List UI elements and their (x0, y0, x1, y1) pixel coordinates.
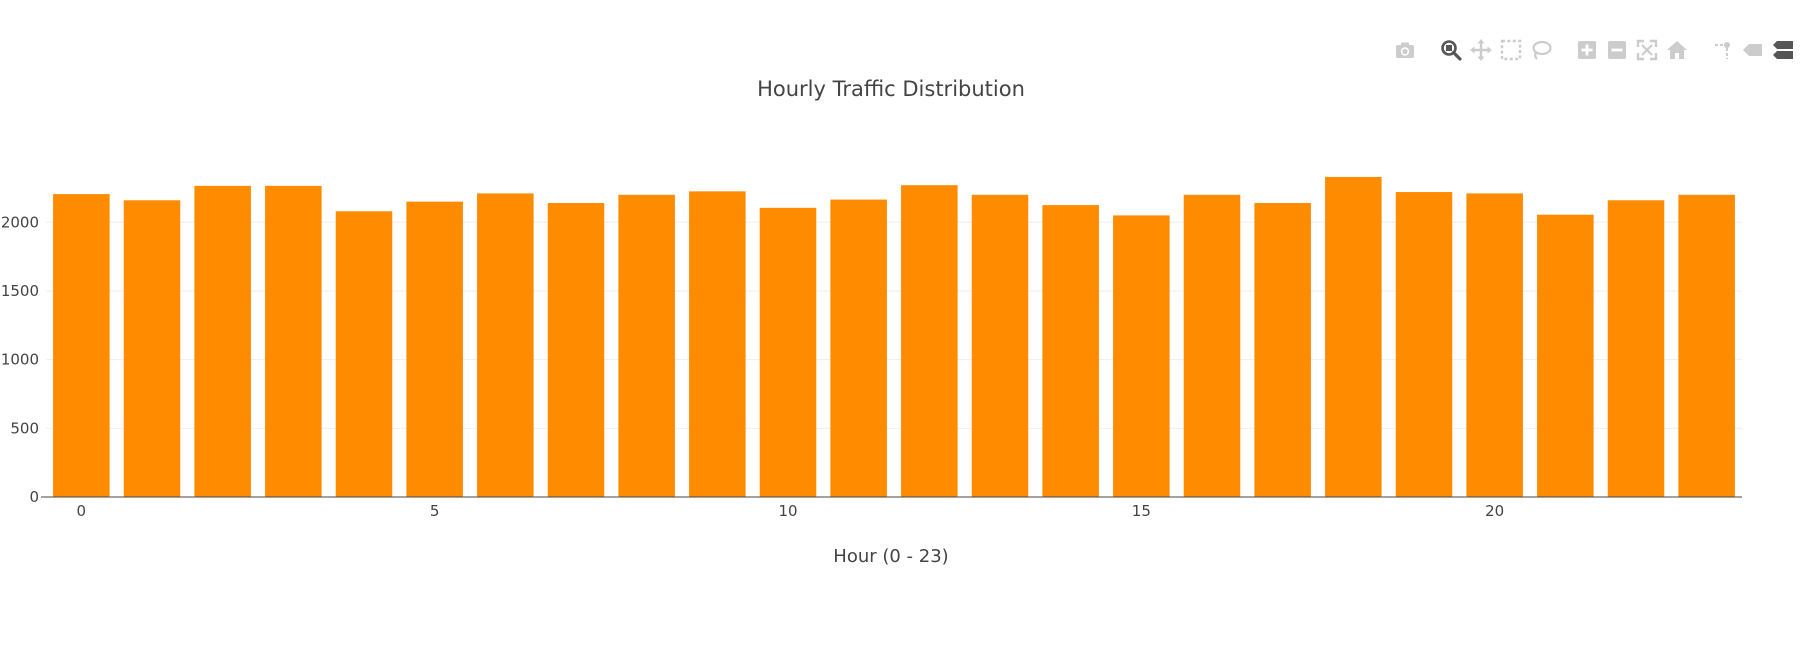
bar-hour-12[interactable] (901, 185, 958, 498)
bar-hour-19[interactable] (1395, 192, 1453, 497)
x-axis-title: Hour (0 - 23) (833, 546, 948, 567)
zoom-out-button[interactable] (1602, 38, 1632, 62)
bar-hour-18[interactable] (1325, 176, 1382, 497)
hover-compare-button[interactable] (1768, 38, 1798, 62)
x-tick-labels: 0 5 10 15 20 (77, 502, 1505, 520)
spike-lines-button[interactable] (1708, 38, 1738, 62)
zoom-in-icon (1578, 41, 1596, 59)
bar-hour-8[interactable] (618, 194, 675, 497)
bar-hour-5[interactable] (406, 201, 463, 498)
x-tick-label: 10 (778, 502, 797, 520)
bar-hour-9[interactable] (689, 191, 746, 498)
reset-axes-button[interactable] (1662, 38, 1692, 62)
bar-hour-2[interactable] (194, 185, 251, 497)
x-tick-label: 20 (1485, 502, 1504, 520)
bar-hour-6[interactable] (477, 193, 534, 497)
bar-hour-21[interactable] (1537, 214, 1594, 497)
bar-hour-23[interactable] (1678, 194, 1735, 497)
modebar-group-drag (1436, 38, 1556, 62)
zoom-in-button[interactable] (1572, 38, 1602, 62)
hover-compare-icon (1773, 41, 1793, 59)
download-png-button[interactable] (1390, 38, 1420, 62)
x-tick-label: 5 (430, 502, 440, 520)
x-tick-label: 0 (77, 502, 87, 520)
pan-button[interactable] (1466, 38, 1496, 62)
y-tick-labels: 0 500 1000 1500 2000 (1, 213, 39, 506)
bars (53, 176, 1735, 498)
zoom-icon (1441, 40, 1462, 61)
autoscale-button[interactable] (1632, 38, 1662, 62)
bar-hour-20[interactable] (1466, 193, 1523, 497)
hover-closest-button[interactable] (1738, 38, 1768, 62)
y-tick-label: 0 (29, 488, 39, 506)
bar-hour-16[interactable] (1183, 194, 1241, 497)
bar-hour-13[interactable] (971, 194, 1029, 497)
bar-hour-15[interactable] (1113, 215, 1170, 497)
bar-hour-22[interactable] (1607, 200, 1665, 498)
box-select-button[interactable] (1496, 38, 1526, 62)
y-tick-label: 1500 (1, 282, 39, 300)
bar-hour-14[interactable] (1042, 205, 1099, 497)
modebar-group-zoom (1572, 38, 1692, 62)
lasso-select-button[interactable] (1526, 38, 1556, 62)
autoscale-icon (1636, 39, 1658, 61)
bar-hour-0[interactable] (53, 194, 110, 498)
bar-hour-7[interactable] (547, 203, 605, 497)
chart-title: Hourly Traffic Distribution (757, 77, 1025, 101)
zoom-button[interactable] (1436, 38, 1466, 62)
y-tick-label: 2000 (1, 213, 39, 231)
lasso-select-icon (1532, 40, 1552, 60)
bar-hour-4[interactable] (335, 211, 393, 497)
spike-lines-icon (1715, 42, 1730, 59)
bar-hour-11[interactable] (830, 199, 887, 497)
hover-closest-icon (1743, 44, 1762, 56)
bar-hour-10[interactable] (759, 207, 817, 498)
x-tick-label: 15 (1132, 502, 1151, 520)
gridlines (46, 221, 1742, 429)
bar-hour-3[interactable] (265, 185, 322, 497)
bar-hour-1[interactable] (123, 200, 181, 498)
bar-hour-17[interactable] (1254, 203, 1311, 497)
y-tick-label: 1000 (1, 351, 39, 369)
zoom-out-icon (1608, 41, 1626, 59)
box-select-icon (1500, 39, 1522, 61)
modebar-group-export (1390, 38, 1420, 62)
camera-icon (1396, 42, 1414, 58)
pan-icon (1470, 39, 1492, 61)
modebar-group-hover (1708, 38, 1798, 62)
chart-modebar (1374, 38, 1798, 62)
y-tick-label: 500 (10, 419, 39, 437)
reset-axes-icon (1667, 41, 1687, 59)
